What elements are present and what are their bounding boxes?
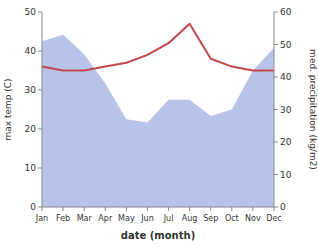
x-tick-label: Dec [266,214,281,223]
x-tick-label: Jun [140,214,154,223]
x-tick-label: Mar [77,214,93,223]
y-tick-label: 20 [25,124,37,134]
y-axis-line [42,12,43,207]
y2-tick [274,174,278,175]
y2-tick [274,142,278,143]
y2-tick [274,109,278,110]
temp-line [42,24,274,71]
chart: 0 10 20 30 40 50 0 10 20 30 40 50 60 Jan Feb Mar Apr May J… [0,0,318,247]
x-tick [147,207,148,211]
y2-tick-label: 50 [280,40,292,50]
plot-area [42,24,274,207]
x-tick-label: Feb [56,214,70,223]
x-tick-label: Aug [182,214,198,223]
y-axis-label: max temp (C) [3,78,13,140]
y-tick [38,51,42,52]
x-tick-label: Jan [35,214,48,223]
y2-tick-label: 0 [280,202,286,212]
precip-area [42,35,274,207]
y2-axis-label: med. precipitation (kg/m2) [308,49,318,170]
x-tick [210,207,211,211]
y2-tick-label: 10 [280,170,292,180]
x-tick-label: Nov [245,214,261,223]
x-tick [63,207,64,211]
x-axis-line [42,207,274,208]
y-tick [38,12,42,13]
x-tick-label: Apr [98,214,113,223]
y-tick [38,207,42,208]
x-tick [252,207,253,211]
x-axis-label: date (month) [121,230,195,241]
x-tick [168,207,169,211]
x-tick-label: May [118,214,135,223]
axes: 0 10 20 30 40 50 0 10 20 30 40 50 60 Jan Feb Mar Apr May J… [25,7,292,223]
x-tick-label: Oct [225,214,239,223]
x-tick [105,207,106,211]
y2-tick-label: 40 [280,72,292,82]
y-tick [38,168,42,169]
y-tick-label: 0 [30,202,36,212]
y-tick [38,90,42,91]
x-tick [84,207,85,211]
y2-tick [274,44,278,45]
x-tick-label: Jul [163,214,174,223]
y2-tick [274,12,278,13]
y2-tick [274,207,278,208]
y-tick-label: 50 [25,7,37,17]
x-tick [42,207,43,211]
x-tick [126,207,127,211]
y2-tick-label: 60 [280,7,292,17]
y2-tick-label: 30 [280,105,292,115]
x-tick [231,207,232,211]
x-tick [274,207,275,211]
x-tick [189,207,190,211]
y2-tick-label: 20 [280,137,292,147]
y-tick-label: 40 [25,46,37,56]
y-tick [38,129,42,130]
y2-tick [274,77,278,78]
y-tick-label: 30 [25,85,37,95]
y-tick-label: 10 [25,163,37,173]
x-tick-label: Sep [203,214,218,223]
